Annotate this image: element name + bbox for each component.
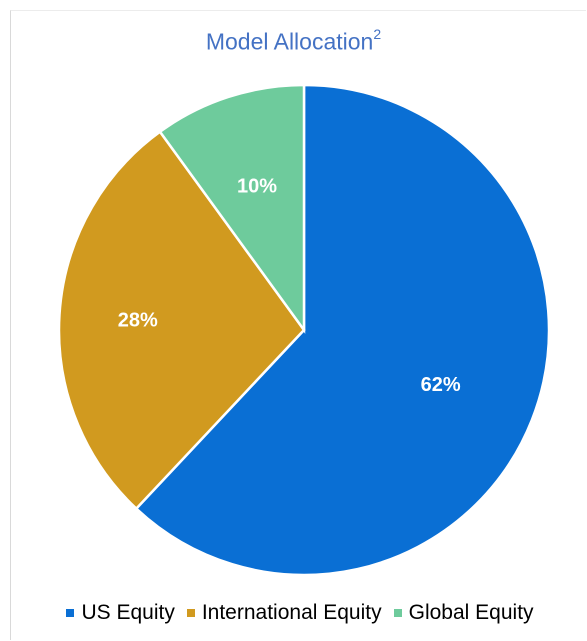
chart-legend: US Equity International Equity Global Equi… — [0, 601, 587, 625]
slice-label-international-equity: 28% — [118, 310, 158, 332]
chart-frame — [10, 10, 586, 640]
legend-item-global-equity: Global Equity — [393, 601, 534, 625]
chart-title: Model Allocation2 — [205, 26, 382, 55]
title-superscript: 2 — [373, 26, 382, 42]
legend-label: International Equity — [201, 601, 382, 624]
pie-slice-us-equity — [134, 83, 551, 577]
legend-item-international-equity: International Equity — [186, 601, 382, 625]
pie-slice-global-equity — [158, 83, 306, 334]
legend-swatch — [186, 609, 195, 617]
legend-swatch — [393, 609, 402, 617]
slice-label-global-equity: 10% — [237, 176, 277, 198]
slice-label-us-equity: 62% — [421, 374, 461, 396]
legend-swatch — [66, 609, 75, 617]
legend-label: US Equity — [81, 601, 175, 624]
legend-label: Global Equity — [408, 601, 534, 624]
legend-item-us-equity: US Equity — [66, 601, 175, 625]
pie-slice-international-equity — [57, 130, 306, 511]
